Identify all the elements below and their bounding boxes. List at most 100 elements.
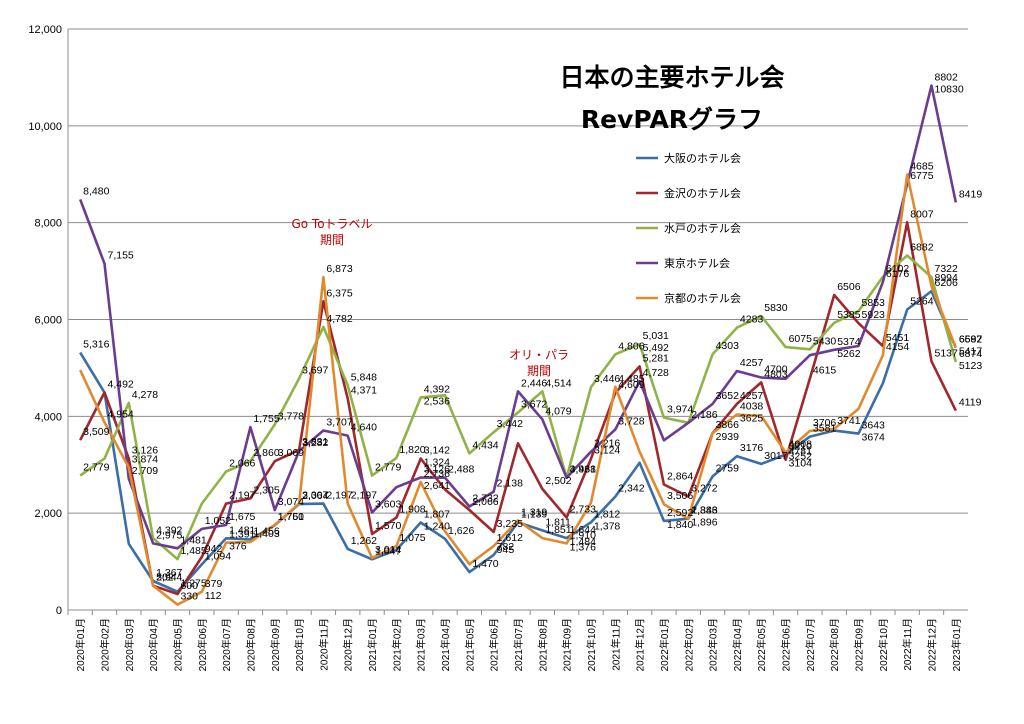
- data-label: 5385: [837, 309, 861, 321]
- data-label: 4257: [740, 357, 764, 369]
- data-label: 2,975: [156, 529, 182, 541]
- data-label: 6874: [959, 348, 983, 360]
- data-label: 4303: [716, 340, 740, 352]
- data-label: 1,820: [399, 444, 425, 456]
- data-label: 4119: [959, 397, 982, 409]
- y-tick-label: 10,000: [28, 121, 62, 133]
- data-label: 8419: [959, 188, 983, 200]
- data-label: 5430: [813, 335, 837, 347]
- x-tick-label: 2021年04月: [439, 618, 452, 671]
- data-label: 5123: [959, 360, 983, 372]
- data-label: 4,728: [643, 367, 669, 379]
- data-label: 4,609: [618, 379, 644, 391]
- x-tick-label: 2022年04月: [731, 618, 744, 671]
- series-line-3: [78, 84, 958, 550]
- data-label: 2,860: [253, 447, 279, 459]
- data-label: 4283: [740, 314, 764, 326]
- data-label: 4,640: [351, 422, 377, 434]
- x-tick-label: 2022年11月: [901, 618, 914, 671]
- data-label: 4615: [813, 365, 837, 377]
- data-label: 1,811: [545, 516, 571, 528]
- data-label: 5137: [935, 347, 959, 359]
- data-label: 2,736: [424, 468, 450, 480]
- data-label: 4,392: [424, 383, 450, 395]
- data-label: 6,375: [326, 287, 352, 299]
- data-label: 3,142: [424, 445, 450, 457]
- data-label: 942: [205, 543, 223, 555]
- data-label: 4803: [764, 368, 788, 380]
- x-tick-label: 2022年09月: [853, 618, 866, 671]
- data-label: 2,186: [691, 409, 717, 421]
- data-label: 4,079: [545, 405, 571, 417]
- data-label: 5830: [764, 302, 788, 314]
- data-label: 2,733: [570, 504, 596, 516]
- data-label: 2,732: [472, 492, 498, 504]
- data-label: 8802: [935, 72, 959, 84]
- x-tick-label: 2022年08月: [828, 618, 841, 671]
- data-label: 1,908: [399, 504, 425, 516]
- data-label: 4154: [886, 341, 910, 353]
- x-tick-label: 2021年08月: [536, 618, 549, 671]
- data-label: 3,672: [521, 399, 547, 411]
- x-tick-label: 2021年11月: [609, 618, 622, 671]
- data-label: 5,281: [643, 352, 669, 364]
- x-tick-label: 2023年01月: [950, 618, 963, 671]
- data-label: 4685: [910, 161, 934, 173]
- data-label: 1,851: [545, 524, 571, 536]
- data-label: 5,492: [643, 342, 669, 354]
- x-tick-label: 2022年03月: [707, 618, 720, 671]
- data-label: 5,316: [83, 339, 109, 351]
- data-label: 379: [205, 578, 223, 590]
- data-label: 3,974: [667, 404, 693, 416]
- data-label: 1,807: [424, 509, 450, 521]
- data-label: 1,910: [570, 529, 596, 541]
- data-label: 6176: [886, 268, 910, 280]
- data-label: 5,848: [351, 371, 377, 383]
- data-label: 5853: [862, 297, 886, 309]
- data-label: 2,064: [302, 490, 328, 502]
- data-label: 1,376: [570, 541, 596, 553]
- data-label: 4038: [740, 400, 764, 412]
- data-label: 4,954: [107, 408, 133, 420]
- y-tick-label: 6,000: [34, 315, 62, 327]
- data-label: 600: [180, 580, 198, 592]
- data-label: 3,874: [132, 453, 158, 465]
- data-label: 3,728: [618, 416, 644, 428]
- data-label: 5923: [862, 309, 886, 321]
- y-tick-label: 2,000: [34, 508, 62, 520]
- data-label: 2,779: [83, 461, 109, 473]
- data-label: 1,047: [375, 545, 401, 557]
- data-label: 4,492: [107, 379, 133, 391]
- data-label: 1,760: [278, 511, 304, 523]
- data-label: 3,282: [302, 437, 328, 449]
- data-label: 1,896: [691, 517, 717, 529]
- data-label: 3,509: [83, 426, 109, 438]
- period-annotation: Go Toトラベル: [291, 217, 372, 231]
- data-label: 5,031: [643, 330, 669, 342]
- data-label: 6587: [959, 334, 983, 346]
- data-label: 1,324: [424, 457, 450, 469]
- data-label: 2,488: [448, 464, 474, 476]
- x-tick-label: 2022年10月: [877, 618, 890, 671]
- data-label: 3,272: [691, 483, 717, 495]
- data-label: 2,592: [667, 507, 693, 519]
- data-label: 4257: [740, 390, 764, 402]
- data-label: 2,446: [521, 377, 547, 389]
- data-label: 1,403: [253, 528, 279, 540]
- data-label: 1,470: [472, 558, 498, 570]
- data-label: 2,709: [132, 465, 158, 477]
- x-tick-label: 2022年12月: [926, 618, 939, 671]
- data-label: 945: [497, 544, 515, 556]
- data-label: 3,697: [302, 364, 328, 376]
- data-label: 3252: [789, 451, 813, 463]
- data-label: 3,124: [594, 445, 620, 457]
- data-label: 2,343: [691, 505, 717, 517]
- y-axis: 0 2,000 4,000 6,000 8,000 10,000 12,000: [28, 24, 69, 617]
- data-label: 1,612: [497, 532, 523, 544]
- data-label: 4,806: [618, 340, 644, 352]
- x-tick-label: 2020年03月: [123, 618, 136, 671]
- data-label: 2759: [716, 462, 740, 474]
- x-tick-label: 2022年07月: [804, 618, 817, 671]
